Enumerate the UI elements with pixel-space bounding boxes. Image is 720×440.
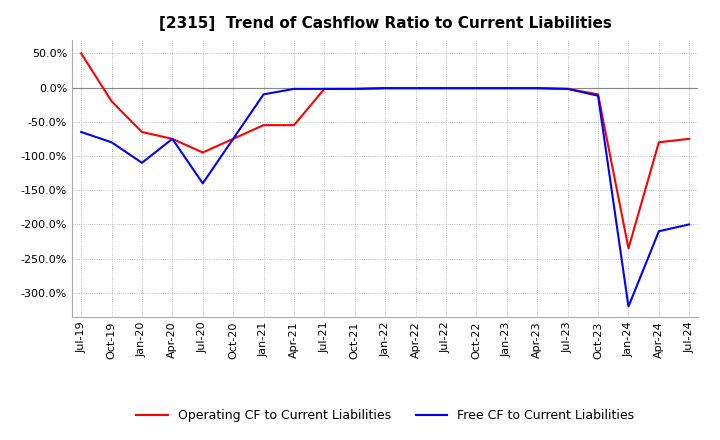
Operating CF to Current Liabilities: [107, 99, 116, 104]
Operating CF to Current Liabilities: [168, 136, 176, 142]
Free CF to Current Liabilities: [259, 92, 268, 97]
Free CF to Current Liabilities: [289, 86, 298, 92]
Free CF to Current Liabilities: [351, 86, 359, 92]
Free CF to Current Liabilities: [381, 85, 390, 91]
Free CF to Current Liabilities: [320, 86, 329, 92]
Operating CF to Current Liabilities: [472, 85, 481, 91]
Operating CF to Current Liabilities: [594, 92, 603, 97]
Operating CF to Current Liabilities: [381, 85, 390, 91]
Operating CF to Current Liabilities: [624, 246, 633, 251]
Line: Operating CF to Current Liabilities: Operating CF to Current Liabilities: [81, 53, 689, 248]
Free CF to Current Liabilities: [441, 85, 450, 91]
Free CF to Current Liabilities: [138, 160, 146, 165]
Free CF to Current Liabilities: [107, 139, 116, 145]
Operating CF to Current Liabilities: [441, 85, 450, 91]
Operating CF to Current Liabilities: [289, 122, 298, 128]
Free CF to Current Liabilities: [685, 222, 693, 227]
Free CF to Current Liabilities: [229, 136, 238, 142]
Operating CF to Current Liabilities: [533, 85, 541, 91]
Title: [2315]  Trend of Cashflow Ratio to Current Liabilities: [2315] Trend of Cashflow Ratio to Curren…: [159, 16, 611, 32]
Operating CF to Current Liabilities: [685, 136, 693, 142]
Operating CF to Current Liabilities: [503, 85, 511, 91]
Free CF to Current Liabilities: [199, 181, 207, 186]
Free CF to Current Liabilities: [594, 93, 603, 99]
Operating CF to Current Liabilities: [77, 51, 86, 56]
Operating CF to Current Liabilities: [229, 136, 238, 142]
Operating CF to Current Liabilities: [351, 86, 359, 92]
Free CF to Current Liabilities: [77, 129, 86, 135]
Operating CF to Current Liabilities: [320, 86, 329, 92]
Operating CF to Current Liabilities: [199, 150, 207, 155]
Free CF to Current Liabilities: [624, 304, 633, 309]
Operating CF to Current Liabilities: [563, 86, 572, 92]
Free CF to Current Liabilities: [411, 85, 420, 91]
Operating CF to Current Liabilities: [411, 85, 420, 91]
Operating CF to Current Liabilities: [259, 122, 268, 128]
Operating CF to Current Liabilities: [654, 139, 663, 145]
Free CF to Current Liabilities: [533, 85, 541, 91]
Free CF to Current Liabilities: [472, 85, 481, 91]
Line: Free CF to Current Liabilities: Free CF to Current Liabilities: [81, 88, 689, 307]
Legend: Operating CF to Current Liabilities, Free CF to Current Liabilities: Operating CF to Current Liabilities, Fre…: [131, 404, 639, 427]
Operating CF to Current Liabilities: [138, 129, 146, 135]
Free CF to Current Liabilities: [503, 85, 511, 91]
Free CF to Current Liabilities: [563, 86, 572, 92]
Free CF to Current Liabilities: [168, 136, 176, 142]
Free CF to Current Liabilities: [654, 229, 663, 234]
